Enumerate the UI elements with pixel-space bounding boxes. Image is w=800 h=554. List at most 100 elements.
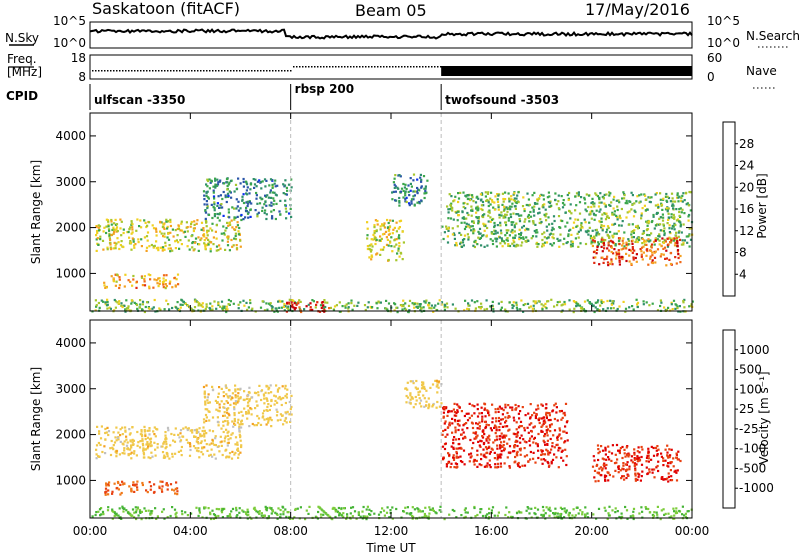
vel-cell (491, 417, 494, 420)
power-cell (598, 197, 601, 200)
power-cell (174, 285, 177, 288)
power-cell (174, 240, 177, 243)
power-cell (641, 258, 644, 261)
freq-point (281, 70, 283, 72)
power-cell (595, 232, 598, 235)
power-cell (366, 234, 369, 237)
power-cell (290, 301, 293, 304)
power-cell (246, 186, 249, 189)
power-cell (668, 224, 671, 227)
power-cell (379, 253, 382, 256)
power-cell (480, 198, 483, 201)
freq-point (428, 66, 430, 68)
power-cell (568, 191, 571, 195)
vel-cell (391, 506, 394, 509)
power-cell (518, 233, 521, 236)
power-cell (225, 226, 228, 230)
power-cell (398, 174, 401, 177)
power-cell (680, 197, 683, 200)
vel-cell (149, 485, 153, 488)
power-cell (605, 257, 608, 260)
vel-cell (515, 432, 518, 435)
power-cell (600, 220, 603, 223)
vel-cell (233, 417, 236, 421)
vel-cell (166, 426, 170, 429)
vel-cell (179, 449, 183, 452)
vel-cell (203, 439, 206, 442)
nsearch-label: N.Search (746, 29, 800, 43)
vel-cell (135, 517, 138, 521)
power-cell (268, 184, 271, 187)
power-cell (395, 221, 398, 224)
power-cell (225, 305, 228, 308)
vel-cell (156, 428, 159, 431)
power-cell (366, 221, 369, 224)
power-cell (534, 231, 537, 234)
power-cell (591, 229, 594, 232)
vel-cell (548, 464, 551, 467)
power-cell (366, 306, 369, 309)
power-colorbar-tick-label: 8 (739, 246, 747, 260)
vel-cell (208, 443, 211, 446)
power-cell (561, 206, 565, 209)
power-cell (388, 225, 391, 229)
power-cell (630, 230, 633, 233)
power-cell (606, 261, 610, 264)
vel-cell (496, 462, 500, 465)
power-cell (571, 242, 574, 245)
power-cell (688, 245, 691, 248)
power-cell (413, 204, 416, 207)
vel-cell (496, 456, 499, 459)
power-cell (495, 245, 498, 248)
vel-cell (236, 448, 239, 451)
vel-cell (455, 463, 459, 466)
power-cell (685, 235, 688, 238)
power-cell (663, 227, 666, 230)
power-cell (176, 234, 179, 237)
vel-cell (195, 440, 198, 443)
power-cell (112, 278, 115, 281)
vel-cell (496, 466, 499, 469)
vel-cell (410, 396, 413, 399)
vel-cell (541, 462, 544, 465)
vel-cell (238, 425, 241, 429)
power-cell (404, 200, 407, 203)
vel-cell (104, 492, 107, 495)
power-cell (628, 248, 631, 251)
power-cell (477, 220, 480, 223)
vel-cell (268, 506, 271, 509)
power-cell (533, 191, 536, 194)
vel-cell (123, 482, 126, 485)
power-cell (424, 190, 427, 193)
power-cell (374, 236, 377, 239)
power-cell (630, 233, 633, 236)
power-cell (631, 239, 634, 242)
power-cell (678, 210, 681, 214)
power-cell (467, 304, 470, 307)
vel-cell (535, 442, 538, 445)
vel-cell (476, 434, 479, 437)
power-cell (397, 247, 400, 250)
power-cell (518, 236, 521, 239)
power-cell (630, 262, 633, 265)
power-cell (677, 231, 680, 234)
power-cell (646, 249, 649, 253)
vel-cell (647, 457, 650, 460)
vel-cell (496, 458, 499, 461)
vel-cell (447, 452, 450, 455)
vel-cell (636, 450, 639, 453)
vel-cell (482, 454, 485, 457)
power-cell (397, 227, 400, 230)
power-cell (609, 230, 612, 234)
power-cell (113, 241, 116, 244)
power-cell (229, 300, 232, 303)
power-cell (545, 219, 548, 222)
freq-point (380, 66, 382, 68)
vel-cell (148, 429, 151, 432)
vel-cell (203, 429, 206, 432)
vel-cell (547, 453, 550, 456)
power-cell (445, 227, 448, 230)
vel-cell (528, 512, 531, 515)
power-cell (194, 300, 197, 303)
